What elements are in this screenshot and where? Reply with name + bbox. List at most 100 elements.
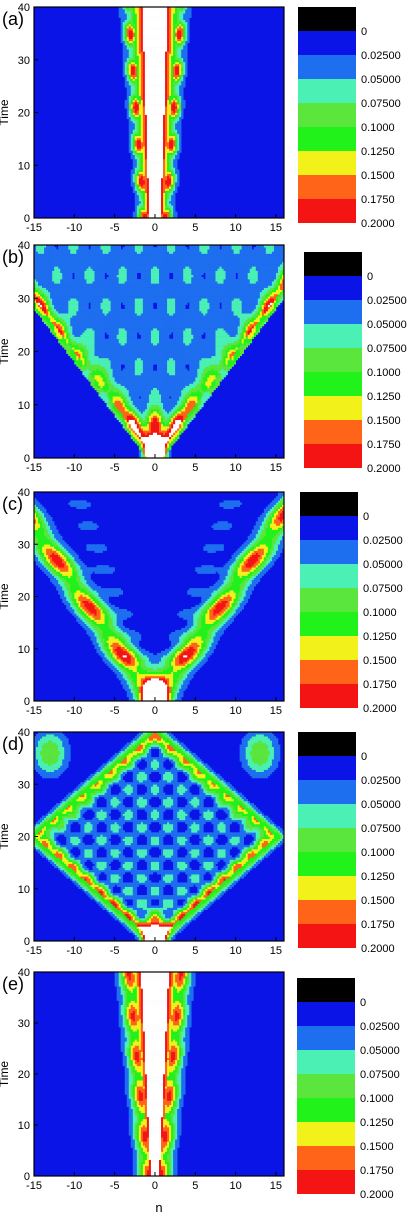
heatmap-cell	[119, 415, 121, 417]
heatmap-cell	[169, 381, 171, 383]
heatmap-cell	[165, 409, 167, 411]
heatmap-cell	[125, 360, 127, 362]
heatmap-cell	[181, 18, 183, 20]
heatmap-cell	[189, 415, 191, 417]
heatmap-cell	[119, 9, 121, 11]
heatmap-cell	[107, 364, 109, 366]
heatmap-cell	[177, 115, 179, 117]
heatmap-cell	[179, 383, 181, 385]
heatmap-cell	[143, 199, 145, 201]
heatmap-cell	[151, 377, 153, 379]
heatmap-cell	[165, 441, 167, 443]
heatmap-cell	[147, 62, 149, 64]
heatmap-cell	[179, 60, 181, 62]
heatmap-cell	[183, 30, 185, 32]
heatmap-cell	[161, 24, 163, 26]
heatmap-cell	[161, 136, 163, 138]
heatmap-cell	[145, 115, 147, 117]
heatmap-cell	[149, 15, 151, 17]
heatmap-cell	[151, 30, 153, 32]
heatmap-cell	[171, 41, 173, 43]
heatmap-cell	[169, 366, 171, 368]
heatmap-cell	[205, 371, 207, 373]
heatmap-cell	[133, 161, 135, 163]
heatmap-cell	[111, 403, 113, 405]
heatmap-cell	[181, 96, 183, 98]
heatmap-cell	[183, 11, 185, 13]
heatmap-cell	[129, 140, 131, 142]
heatmap-cell	[195, 409, 197, 411]
heatmap-cell	[179, 415, 181, 417]
heatmap-cell	[211, 390, 213, 392]
heatmap-cell	[169, 411, 171, 413]
heatmap-cell	[143, 383, 145, 385]
heatmap-cell	[97, 381, 99, 383]
heatmap-cell	[191, 396, 193, 398]
heatmap-cell	[123, 398, 125, 400]
heatmap-cell	[175, 165, 177, 167]
heatmap-cell	[189, 403, 191, 405]
heatmap-cell	[141, 392, 143, 394]
heatmap-cell	[171, 430, 173, 432]
heatmap-cell	[173, 386, 175, 388]
heatmap-cell	[145, 388, 147, 390]
heatmap-cell	[99, 369, 101, 371]
heatmap-cell	[137, 13, 139, 15]
heatmap-cell	[171, 163, 173, 165]
heatmap-cell	[179, 140, 181, 142]
heatmap-cell	[181, 407, 183, 409]
heatmap-cell	[157, 53, 159, 55]
heatmap-cell	[181, 113, 183, 115]
heatmap-cell	[133, 129, 135, 131]
heatmap-cell	[179, 15, 181, 17]
heatmap-cell	[163, 159, 165, 161]
heatmap-cell	[161, 176, 163, 178]
heatmap-cell	[125, 358, 127, 360]
heatmap-cell	[167, 47, 169, 49]
heatmap-cell	[181, 420, 183, 422]
heatmap-cell	[107, 371, 109, 373]
heatmap-cell	[159, 193, 161, 195]
heatmap-cell	[129, 9, 131, 11]
heatmap-cell	[195, 362, 197, 364]
heatmap-cell	[149, 167, 151, 169]
heatmap-cell	[163, 125, 165, 127]
heatmap-cell	[179, 18, 181, 20]
heatmap-cell	[133, 28, 135, 30]
heatmap-cell	[135, 360, 137, 362]
heatmap-cell	[209, 364, 211, 366]
heatmap-cell	[179, 62, 181, 64]
heatmap-cell	[76, 356, 78, 358]
heatmap-cell	[131, 60, 133, 62]
heatmap-cell	[133, 430, 135, 432]
heatmap-cell	[187, 32, 189, 34]
heatmap-cell	[125, 396, 127, 398]
heatmap-cell	[167, 392, 169, 394]
heatmap-cell	[167, 24, 169, 26]
heatmap-cell	[125, 424, 127, 426]
heatmap-cell	[167, 364, 169, 366]
heatmap-cell	[179, 26, 181, 28]
heatmap-cell	[179, 77, 181, 79]
heatmap-cell	[183, 369, 185, 371]
heatmap-cell	[153, 106, 155, 108]
heatmap-cell	[123, 371, 125, 373]
heatmap-cell	[179, 388, 181, 390]
heatmap-cell	[167, 418, 169, 420]
heatmap-cell	[88, 356, 90, 358]
heatmap-cell	[155, 212, 157, 214]
heatmap-cell	[153, 212, 155, 214]
heatmap-cell	[213, 364, 215, 366]
heatmap-cell	[141, 454, 143, 456]
heatmap-cell	[125, 81, 127, 83]
heatmap-cell	[228, 366, 230, 368]
heatmap-cell	[163, 47, 165, 49]
heatmap-cell	[183, 400, 185, 402]
heatmap-cell	[151, 449, 153, 451]
heatmap-cell	[211, 377, 213, 379]
heatmap-cell	[143, 441, 145, 443]
heatmap-cell	[179, 381, 181, 383]
heatmap-cell	[165, 366, 167, 368]
heatmap-cell	[165, 144, 167, 146]
heatmap-cell	[117, 381, 119, 383]
